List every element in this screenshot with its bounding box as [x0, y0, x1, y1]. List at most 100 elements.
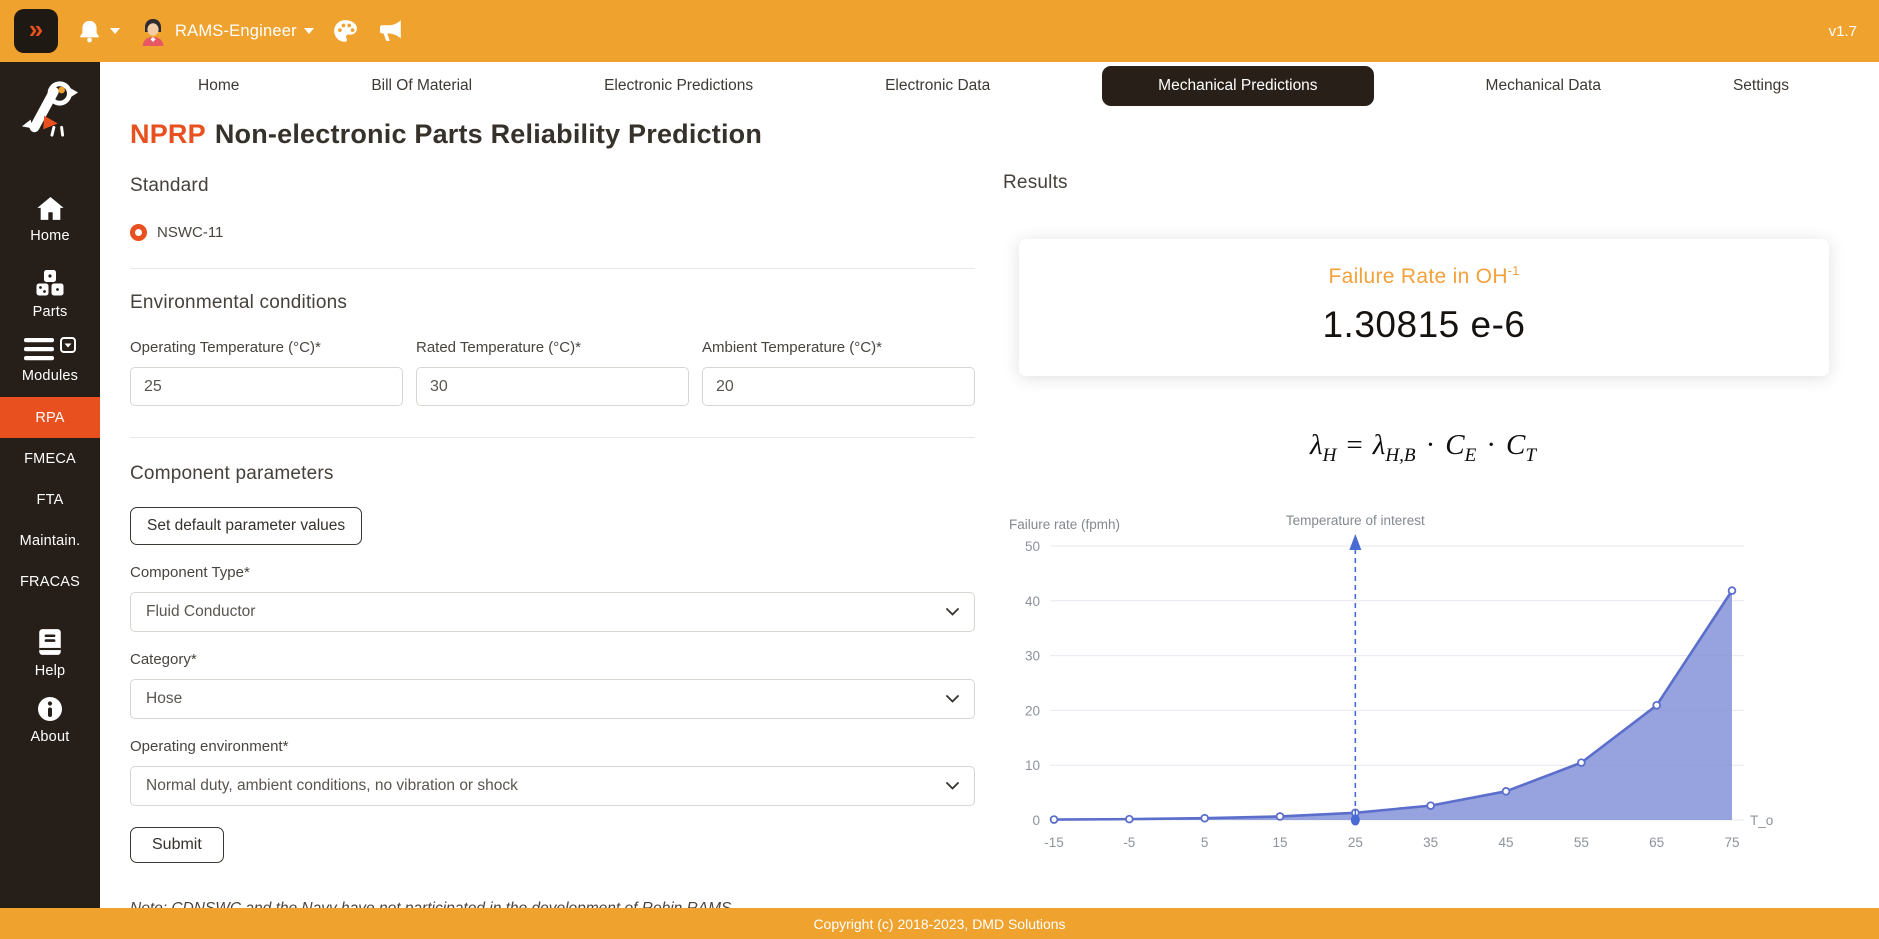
footer: Copyright (c) 2018-2023, DMD Solutions — [0, 908, 1879, 939]
double-chevron-right-icon: » — [28, 13, 44, 44]
sidebar-item-home[interactable]: Home — [0, 197, 100, 244]
chart-area-fill — [1054, 590, 1732, 820]
chart-point — [1577, 758, 1586, 767]
category-value: Hose — [146, 690, 183, 707]
x-tick-label: 65 — [1649, 835, 1664, 850]
home-icon — [36, 197, 64, 220]
prediction-form: NPRP Non-electronic Parts Reliability Pre… — [130, 110, 975, 908]
formula-sub-e: E — [1464, 444, 1477, 466]
temperature-fields: Operating Temperature (°C)* Rated Temper… — [130, 339, 975, 406]
chart-point — [1275, 811, 1285, 821]
formula-sub-h: H — [1322, 444, 1337, 466]
chart-point — [1125, 814, 1134, 824]
sidebar-item-fta[interactable]: FTA — [0, 479, 100, 520]
component-type-value: Fluid Conductor — [146, 603, 256, 620]
x-tick-label: -5 — [1123, 835, 1135, 850]
rated-temperature-input[interactable] — [416, 367, 689, 406]
chart-point — [1652, 700, 1661, 710]
card-title-text: Failure Rate in OH — [1328, 265, 1508, 288]
modules-submenu: RPA FMECA FTA Maintain. FRACAS — [0, 397, 100, 602]
chevron-down-icon — [946, 782, 959, 790]
sidebar-item-rpa[interactable]: RPA — [0, 397, 100, 438]
divider — [130, 268, 975, 269]
standard-heading: Standard — [130, 175, 209, 196]
tab-settings[interactable]: Settings — [1732, 77, 1789, 94]
operating-temperature-input[interactable] — [130, 367, 403, 406]
module-label: Maintain. — [19, 532, 81, 549]
tab-mechanical-predictions[interactable]: Mechanical Predictions — [1102, 66, 1374, 106]
announcements-button[interactable] — [376, 18, 404, 44]
tab-bill-of-material[interactable]: Bill Of Material — [371, 77, 473, 94]
copyright-text: Copyright (c) 2018-2023, DMD Solutions — [813, 915, 1066, 932]
y-tick-label: 20 — [1025, 703, 1040, 718]
page-title-text: Non-electronic Parts Reliability Predict… — [214, 119, 763, 149]
sidebar-item-fmeca[interactable]: FMECA — [0, 438, 100, 479]
chevron-down-icon — [946, 608, 959, 616]
x-tick-label: 55 — [1574, 835, 1589, 850]
sidebar-item-help[interactable]: Help — [0, 628, 100, 679]
sidebar-item-label: Help — [34, 663, 66, 679]
sidebar-collapse-button[interactable]: » — [14, 9, 58, 53]
standard-nswc11-label: NSWC-11 — [157, 224, 224, 241]
ambient-temperature-input[interactable] — [702, 367, 975, 406]
operating-temperature-field: Operating Temperature (°C)* — [130, 339, 403, 406]
sidebar-item-about[interactable]: About — [0, 696, 100, 745]
tab-electronic-data[interactable]: Electronic Data — [885, 77, 991, 94]
tab-mechanical-data[interactable]: Mechanical Data — [1485, 77, 1601, 94]
failure-rate-chart-svg: 0 10 20 30 40 50 -15 -5 5 15 25 35 45 55 65 75 Temperatu… — [1009, 513, 1773, 850]
y-tick-label: 10 — [1025, 758, 1040, 773]
x-tick-label: -15 — [1044, 835, 1064, 850]
standard-radio-row: NSWC-11 — [130, 224, 975, 241]
disclaimer-note: Note: CDNSWC and the Navy have not parti… — [130, 900, 975, 908]
chart-point — [1049, 815, 1059, 824]
submit-button[interactable]: Submit — [130, 827, 224, 863]
theme-palette-button[interactable] — [332, 18, 358, 44]
book-icon — [39, 629, 61, 655]
notifications-menu[interactable] — [76, 18, 120, 45]
palette-icon — [333, 20, 357, 42]
operating-environment-select[interactable]: Normal duty, ambient conditions, no vibr… — [130, 766, 975, 806]
sidebar-item-parts[interactable]: Parts — [0, 269, 100, 320]
sidebar-item-label: About — [30, 729, 70, 745]
operating-environment-value: Normal duty, ambient conditions, no vibr… — [146, 777, 518, 794]
sidebar-item-fracas[interactable]: FRACAS — [0, 561, 100, 602]
module-label: FRACAS — [19, 573, 80, 590]
bell-icon — [76, 18, 103, 45]
y-tick-label: 30 — [1025, 648, 1040, 663]
annotation-label: Temperature of interest — [1286, 513, 1425, 528]
standard-nswc11-radio[interactable] — [130, 224, 147, 241]
robin-logo — [19, 76, 81, 145]
formula-ce: C — [1445, 429, 1465, 461]
category-select[interactable]: Hose — [130, 679, 975, 719]
parts-cubes-icon — [36, 270, 64, 296]
x-tick-label: 15 — [1272, 835, 1287, 850]
rated-temperature-field: Rated Temperature (°C)* — [416, 339, 689, 406]
failure-rate-card: Failure Rate in OH-1 1.30815 e-6 — [1019, 239, 1829, 376]
tab-electronic-predictions[interactable]: Electronic Predictions — [604, 77, 754, 94]
formula-sub-t: T — [1525, 444, 1536, 466]
formula-lambda-base: λ — [1372, 429, 1386, 461]
component-type-select[interactable]: Fluid Conductor — [130, 592, 975, 632]
tab-home[interactable]: Home — [198, 77, 240, 94]
category-label: Category* — [130, 651, 197, 668]
user-menu[interactable]: RAMS-Engineer — [138, 16, 314, 46]
chart-point — [1501, 786, 1511, 796]
chevron-down-icon — [110, 28, 120, 34]
failure-rate-card-title: Failure Rate in OH-1 — [1039, 264, 1809, 289]
component-parameters-heading: Component parameters — [130, 463, 334, 484]
y-tick-label: 50 — [1025, 539, 1040, 554]
operating-temperature-label: Operating Temperature (°C)* — [130, 339, 321, 356]
sidebar-item-modules[interactable]: Modules — [0, 337, 100, 384]
rated-temperature-label: Rated Temperature (°C)* — [416, 339, 581, 356]
formula-dot: · — [1486, 429, 1496, 461]
formula-sub-hb: H,B — [1385, 444, 1416, 466]
operating-environment-label: Operating environment* — [130, 738, 289, 755]
failure-rate-chart: 0 10 20 30 40 50 -15 -5 5 15 25 35 45 55 65 75 Temperatu… — [1003, 509, 1843, 862]
top-bar: » RAMS-Engineer — [0, 0, 1879, 62]
tab-bar: Home Bill Of Material Electronic Predict… — [100, 62, 1879, 110]
sidebar-item-maintain[interactable]: Maintain. — [0, 520, 100, 561]
card-title-superscript: -1 — [1507, 264, 1520, 278]
chart-line — [1053, 589, 1734, 821]
failure-rate-value: 1.30815 e-6 — [1322, 304, 1526, 345]
set-default-parameters-button[interactable]: Set default parameter values — [130, 507, 363, 545]
